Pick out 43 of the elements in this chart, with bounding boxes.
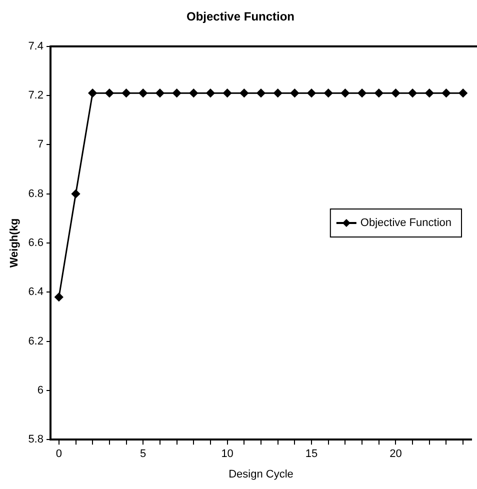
point xyxy=(408,88,417,98)
point xyxy=(206,88,215,98)
point xyxy=(223,88,232,98)
point xyxy=(290,88,299,98)
point xyxy=(122,88,131,98)
y-tick-label: 7 xyxy=(37,138,44,151)
y-tick-label: 5.8 xyxy=(28,434,44,446)
y-tick-label: 6 xyxy=(37,384,44,396)
point xyxy=(240,88,248,98)
point xyxy=(324,88,333,98)
point xyxy=(189,88,198,98)
y-tick-label: 7.4 xyxy=(28,40,44,52)
x-tick-label: 0 xyxy=(56,448,62,460)
chart-title: Objective Function xyxy=(186,10,295,24)
point xyxy=(172,88,182,98)
x-tick-label: 15 xyxy=(305,448,318,460)
y-tick-label: 6.6 xyxy=(28,237,44,250)
point xyxy=(156,88,164,98)
x-axis-title: Design Cycle xyxy=(228,468,294,480)
point xyxy=(307,88,316,98)
point xyxy=(442,88,450,98)
x-tick-label: 5 xyxy=(140,448,146,460)
point xyxy=(88,88,97,98)
point xyxy=(358,88,366,98)
point xyxy=(374,88,384,98)
point xyxy=(138,88,148,98)
point xyxy=(458,88,468,98)
y-axis-title: Weigh(kg xyxy=(8,218,21,268)
point xyxy=(256,88,266,98)
point xyxy=(72,190,80,198)
point xyxy=(274,88,282,98)
y-tick-label: 7.2 xyxy=(28,90,44,102)
y-tick-label: 6.8 xyxy=(28,188,44,200)
point xyxy=(425,88,434,98)
x-tick-label: 20 xyxy=(390,448,402,460)
x-tick-label: 10 xyxy=(221,448,234,460)
legend-label: Objective Function xyxy=(360,217,452,230)
point xyxy=(105,88,114,98)
point xyxy=(340,88,350,98)
point xyxy=(391,88,400,98)
point xyxy=(54,292,64,302)
y-tick-label: 6.4 xyxy=(28,286,44,298)
y-tick-label: 6.2 xyxy=(28,335,44,348)
